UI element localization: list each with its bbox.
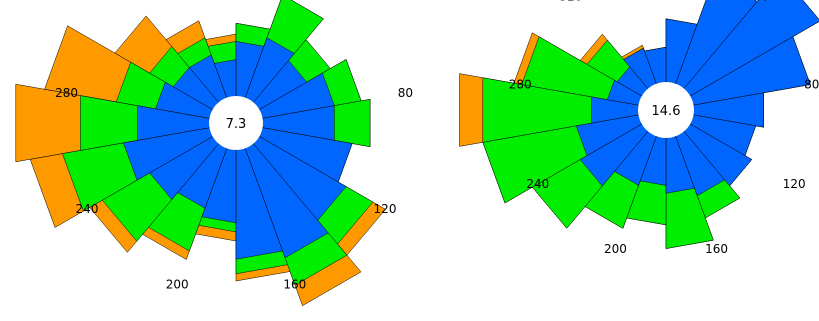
angle-label: 160 [283, 278, 306, 292]
angle-label: 280 [509, 77, 532, 91]
angle-label: 240 [76, 202, 99, 216]
center-hole [638, 82, 694, 138]
center-value-label: 14.6 [652, 104, 681, 119]
angle-label: 80 [398, 86, 413, 100]
center-value-label: 7.3 [226, 117, 247, 132]
angle-label: 240 [526, 177, 549, 191]
angle-label: 200 [604, 242, 627, 256]
angle-label: 120 [374, 202, 397, 216]
radar-chart-right: 14.64080120160200240280320360 [459, 0, 819, 256]
angle-label: 280 [55, 86, 78, 100]
angle-label: 80 [804, 77, 819, 91]
angle-label: 40 [753, 0, 768, 4]
radar-series-2 [575, 0, 819, 196]
angle-label: 120 [783, 177, 806, 191]
radar-chart-left: 7.34080120160200240280320360 [15, 0, 413, 306]
angle-label: 320 [559, 0, 582, 4]
angle-label: 200 [166, 278, 189, 292]
radar-series-2 [123, 37, 353, 260]
angle-label: 160 [705, 242, 728, 256]
center-hole [209, 96, 263, 150]
